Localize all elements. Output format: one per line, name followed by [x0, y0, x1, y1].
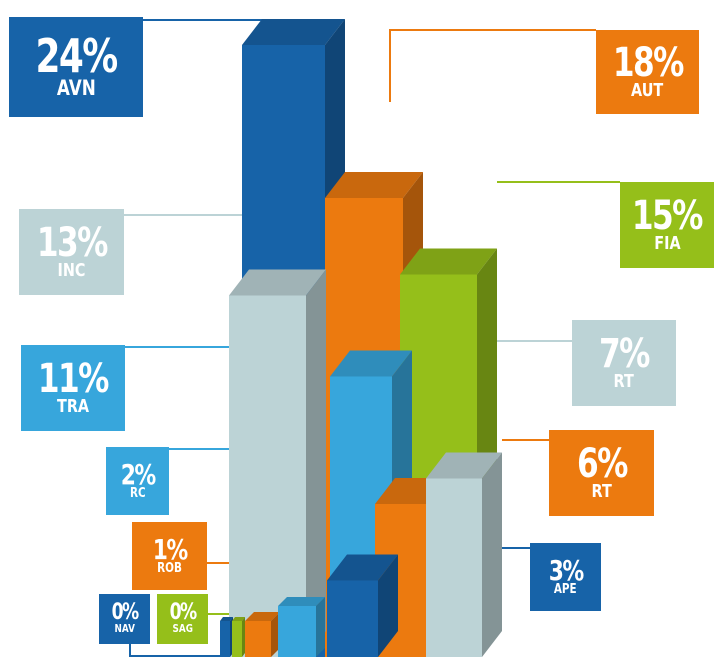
- bar-front: [426, 478, 482, 657]
- value-label-percent: 1%: [152, 532, 189, 566]
- value-label-percent: 11%: [37, 356, 110, 403]
- bars: [220, 19, 502, 657]
- bar-nav-10: [220, 617, 233, 657]
- value-label-rob-8: 1% ROB: [132, 522, 207, 590]
- value-label-percent: 15%: [631, 193, 704, 240]
- bar-front: [278, 606, 316, 657]
- value-label-percent: 2%: [120, 457, 157, 491]
- bar-top: [229, 269, 326, 296]
- value-label-rc-7: 2% RC: [106, 447, 169, 515]
- value-label-inc-3: 13% INC: [19, 209, 124, 295]
- value-label-nav-10: 0% NAV: [99, 594, 150, 644]
- value-label-category: AVN: [56, 75, 96, 100]
- value-label-category: AUT: [631, 80, 664, 102]
- bar-rt-5: [426, 452, 502, 657]
- value-label-category: APE: [554, 582, 577, 598]
- value-label-category: SAG: [172, 622, 193, 636]
- value-label-percent: 24%: [35, 29, 118, 84]
- value-label-aut-1: 18% AUT: [596, 30, 699, 114]
- bar-sag-11: [232, 617, 245, 657]
- bar-top: [220, 617, 233, 621]
- leader-line-nav-10: [129, 644, 220, 657]
- bar-top: [242, 19, 345, 45]
- value-label-rt-5: 7% RT: [572, 320, 676, 406]
- value-label-fia-2: 15% FIA: [620, 182, 714, 268]
- bar-top: [232, 617, 245, 621]
- value-label-rt-6: 6% RT: [549, 430, 654, 516]
- bar-top: [400, 248, 497, 275]
- bar-front: [232, 621, 242, 657]
- bar-side: [271, 612, 280, 657]
- bar-front: [220, 621, 230, 657]
- value-label-percent: 0%: [169, 600, 197, 626]
- value-label-percent: 18%: [612, 40, 684, 87]
- value-label-category: FIA: [653, 233, 681, 255]
- value-label-ape-9: 3% APE: [530, 543, 601, 611]
- value-label-category: RC: [129, 486, 146, 502]
- value-label-category: INC: [57, 260, 86, 282]
- bar-inc-3: [229, 269, 326, 657]
- bar-rc-7: [278, 597, 325, 657]
- bar-side: [378, 554, 398, 657]
- value-label-category: TRA: [56, 396, 90, 418]
- bar-rob-8: [245, 612, 280, 657]
- value-label-category: RT: [591, 481, 612, 503]
- value-label-percent: 3%: [548, 553, 585, 587]
- bar-side: [306, 269, 326, 657]
- bar-top: [327, 554, 398, 581]
- value-label-category: ROB: [157, 561, 182, 577]
- bar-ape-9: [327, 554, 398, 657]
- bar-side: [242, 617, 245, 657]
- bar-top: [278, 597, 325, 606]
- value-label-tra-4: 11% TRA: [21, 345, 125, 431]
- bar-front: [245, 621, 271, 657]
- value-label-category: NAV: [114, 622, 135, 636]
- value-label-percent: 0%: [111, 600, 139, 626]
- bar-front: [229, 295, 306, 657]
- value-label-category: RT: [613, 371, 635, 393]
- value-label-avn-0: 24% AVN: [9, 17, 143, 117]
- bar-front: [327, 580, 378, 657]
- bar-top: [245, 612, 280, 621]
- bar-side: [482, 452, 502, 657]
- bar-top: [330, 350, 412, 377]
- bar-top: [426, 452, 502, 479]
- value-label-percent: 6%: [576, 441, 628, 488]
- value-label-percent: 7%: [599, 331, 650, 378]
- bar-side: [316, 597, 325, 657]
- leader-line-aut-1: [389, 29, 596, 102]
- value-label-percent: 13%: [36, 220, 108, 267]
- value-label-sag-11: 0% SAG: [157, 594, 208, 644]
- bar-top: [325, 172, 423, 198]
